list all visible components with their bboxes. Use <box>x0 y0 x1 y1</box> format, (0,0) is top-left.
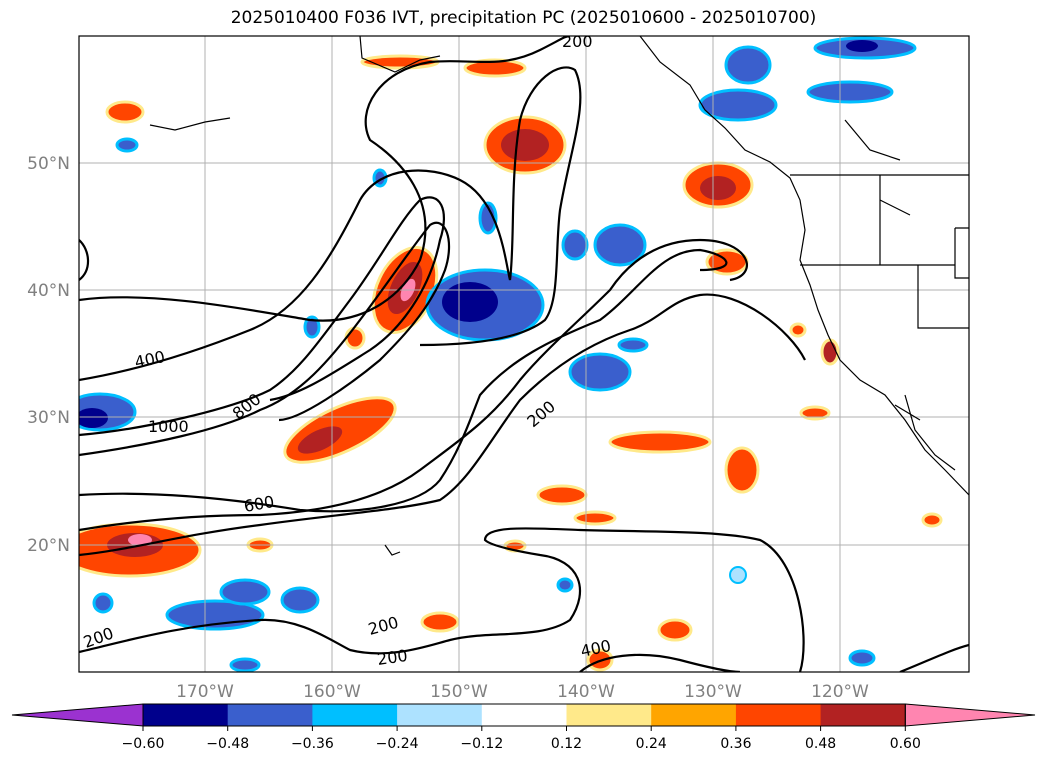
colorbar-tick-label: 0.48 <box>805 736 836 752</box>
colorbar-ticks: −0.60 −0.48 −0.36 −0.24 −0.12 0.12 0.24 0.36 0.4… <box>122 726 921 752</box>
colorbar-tick-label: 0.24 <box>636 736 667 752</box>
map-title: 2025010400 F036 IVT, precipitation PC (2… <box>230 8 817 28</box>
colorbar-segment <box>227 704 313 726</box>
lat-label-50n: 50°N <box>27 154 70 174</box>
lon-label-170w: 170°W <box>176 682 234 702</box>
contour-label-600: 600 <box>242 492 275 516</box>
colorbar-extend-low <box>11 703 144 727</box>
contour-label-200-bot1: 200 <box>366 613 400 639</box>
colorbar-tick-label: 0.36 <box>720 736 751 752</box>
precip-positive-areas <box>79 54 943 672</box>
ivt-contours <box>79 36 969 672</box>
lon-label-140w: 140°W <box>557 682 615 702</box>
colorbar <box>11 703 1036 727</box>
colorbar-segment <box>566 704 652 726</box>
colorbar-extend-high <box>904 703 1036 727</box>
lat-label-40n: 40°N <box>27 281 70 301</box>
colorbar-frame <box>142 703 906 727</box>
colorbar-tick-label: −0.24 <box>376 736 419 752</box>
contour-label-200-mid: 200 <box>523 397 559 431</box>
coastlines <box>149 36 969 556</box>
colorbar-tick-label: 0.60 <box>890 736 921 752</box>
lat-label-30n: 30°N <box>27 408 70 428</box>
colorbar-segment <box>397 704 483 726</box>
colorbar-tick-label: −0.48 <box>206 736 249 752</box>
colorbar-segment <box>735 704 822 726</box>
contour-label-200-bot2: 200 <box>376 646 409 669</box>
contour-label-200-top: 200 <box>562 32 593 51</box>
contour-label-200-left: 200 <box>81 623 116 651</box>
colorbar-tick-label: −0.12 <box>460 736 503 752</box>
colorbar-segment <box>312 704 398 726</box>
colorbar-segment <box>143 704 229 726</box>
contour-label-1000: 1000 <box>148 417 189 436</box>
colorbar-tick-label: −0.36 <box>291 736 334 752</box>
lon-label-160w: 160°W <box>303 682 361 702</box>
colorbar-tick-label: 0.12 <box>551 736 582 752</box>
lon-label-150w: 150°W <box>430 682 488 702</box>
map-frame <box>78 35 970 673</box>
colorbar-segment <box>820 704 906 726</box>
colorbar-tick-label: −0.60 <box>122 736 165 752</box>
lat-label-20n: 20°N <box>27 536 70 556</box>
contour-label-400: 400 <box>133 347 167 372</box>
lon-label-130w: 130°W <box>684 682 742 702</box>
lon-label-120w: 120°W <box>811 682 869 702</box>
colorbar-segment <box>651 704 737 726</box>
colorbar-segment <box>481 704 567 726</box>
